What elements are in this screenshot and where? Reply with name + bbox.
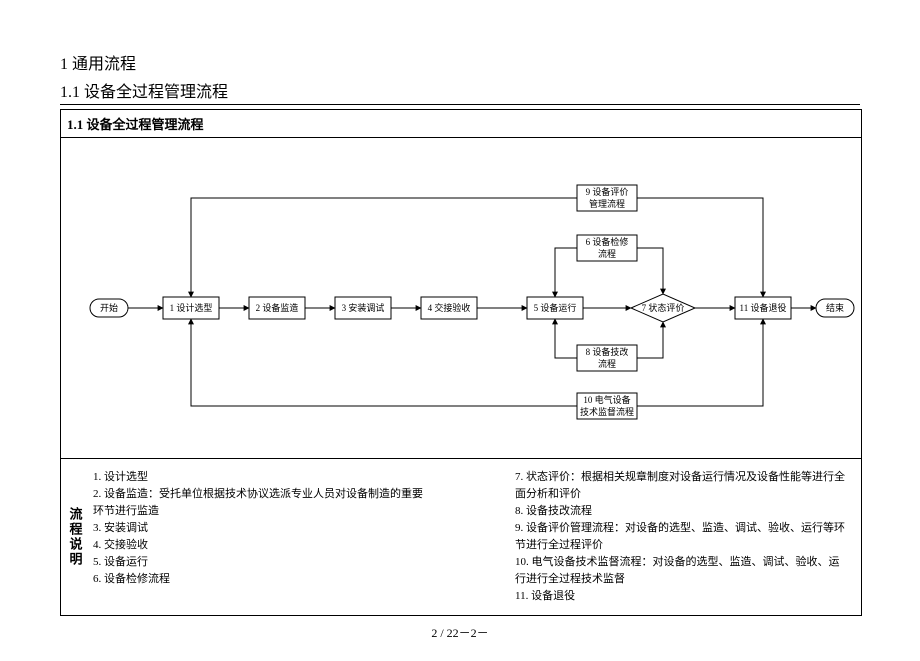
diagram-container: 1.1 设备全过程管理流程 开始 1 设计选型 2 设备监造 3 安装调试 4 交接验收…	[60, 109, 862, 616]
svg-text:6 设备检修: 6 设备检修	[586, 236, 629, 247]
svg-text:3 安装调试: 3 安装调试	[342, 302, 385, 313]
svg-text:技术监督流程: 技术监督流程	[580, 406, 634, 417]
svg-text:4 交接验收: 4 交接验收	[428, 302, 471, 313]
heading-2: 1.1 设备全过程管理流程	[60, 78, 860, 105]
description-left: 1. 设计选型2. 设备监造：受托单位根据技术协议选派专业人员对设备制造的重要环…	[93, 469, 425, 605]
svg-text:流程: 流程	[598, 358, 616, 369]
svg-text:1 设计选型: 1 设计选型	[170, 302, 213, 313]
heading-1: 1 通用流程	[60, 50, 860, 74]
svg-text:7 状态评价: 7 状态评价	[642, 302, 685, 313]
svg-text:2 设备监造: 2 设备监造	[256, 302, 299, 313]
description-row: 流程说明 1. 设计选型2. 设备监造：受托单位根据技术协议选派专业人员对设备制…	[61, 459, 861, 615]
description-right: 7. 状态评价：根据相关规章制度对设备运行情况及设备性能等进行全面分析和评价8.…	[515, 469, 847, 605]
svg-text:结束: 结束	[826, 302, 844, 313]
svg-text:9 设备评价: 9 设备评价	[586, 186, 629, 197]
svg-text:5 设备运行: 5 设备运行	[534, 302, 577, 313]
box-title: 1.1 设备全过程管理流程	[61, 110, 861, 138]
svg-text:开始: 开始	[100, 302, 118, 313]
svg-text:11 设备退役: 11 设备退役	[740, 302, 787, 313]
svg-text:8 设备技改: 8 设备技改	[586, 346, 629, 357]
svg-text:流程: 流程	[598, 248, 616, 259]
flowchart-svg: 开始 1 设计选型 2 设备监造 3 安装调试 4 交接验收 5 设备运行 7 状态评价 11…	[61, 138, 861, 458]
description-label: 流程说明	[61, 459, 89, 615]
page-footer: 2 / 22－2－	[60, 624, 860, 641]
svg-text:管理流程: 管理流程	[589, 198, 625, 209]
svg-text:10 电气设备: 10 电气设备	[583, 394, 630, 405]
flowchart-cell: 开始 1 设计选型 2 设备监造 3 安装调试 4 交接验收 5 设备运行 7 状态评价 11…	[61, 138, 861, 459]
